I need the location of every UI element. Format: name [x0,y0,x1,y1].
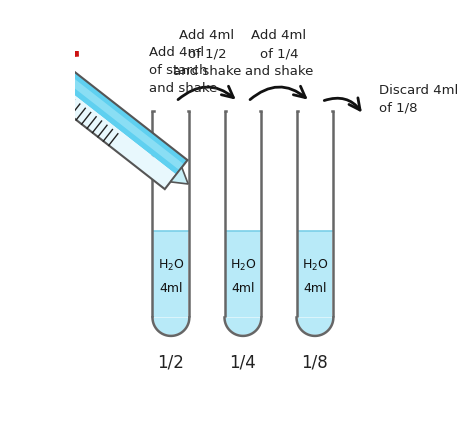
Text: $\mathregular{H_2O}$: $\mathregular{H_2O}$ [301,257,328,272]
Text: 4ml: 4ml [231,282,255,294]
Polygon shape [226,231,260,318]
Text: Add 4ml
of 1/2
and shake: Add 4ml of 1/2 and shake [173,30,241,78]
Polygon shape [154,231,188,318]
Text: Add 4ml
of 1/4
and shake: Add 4ml of 1/4 and shake [245,30,313,78]
Polygon shape [43,80,176,190]
Text: $\mathregular{H_2O}$: $\mathregular{H_2O}$ [158,257,184,272]
Polygon shape [298,318,332,335]
Polygon shape [63,32,79,58]
Text: 4ml: 4ml [303,282,327,294]
Text: 1/4: 1/4 [229,353,256,371]
Polygon shape [154,318,188,335]
Text: $\mathregular{H_2O}$: $\mathregular{H_2O}$ [229,257,256,272]
Text: Add 4ml
of starch
and shake: Add 4ml of starch and shake [149,46,218,95]
Polygon shape [57,70,184,171]
Text: 1/8: 1/8 [301,353,328,371]
Polygon shape [171,168,188,184]
Polygon shape [5,37,49,82]
Polygon shape [13,99,38,115]
Polygon shape [54,66,188,175]
Polygon shape [226,318,260,335]
Polygon shape [13,36,71,102]
Text: 1/2: 1/2 [157,353,184,371]
Text: Discard 4ml
of 1/8: Discard 4ml of 1/8 [379,83,458,114]
Polygon shape [298,231,332,318]
Text: 4ml: 4ml [159,282,182,294]
